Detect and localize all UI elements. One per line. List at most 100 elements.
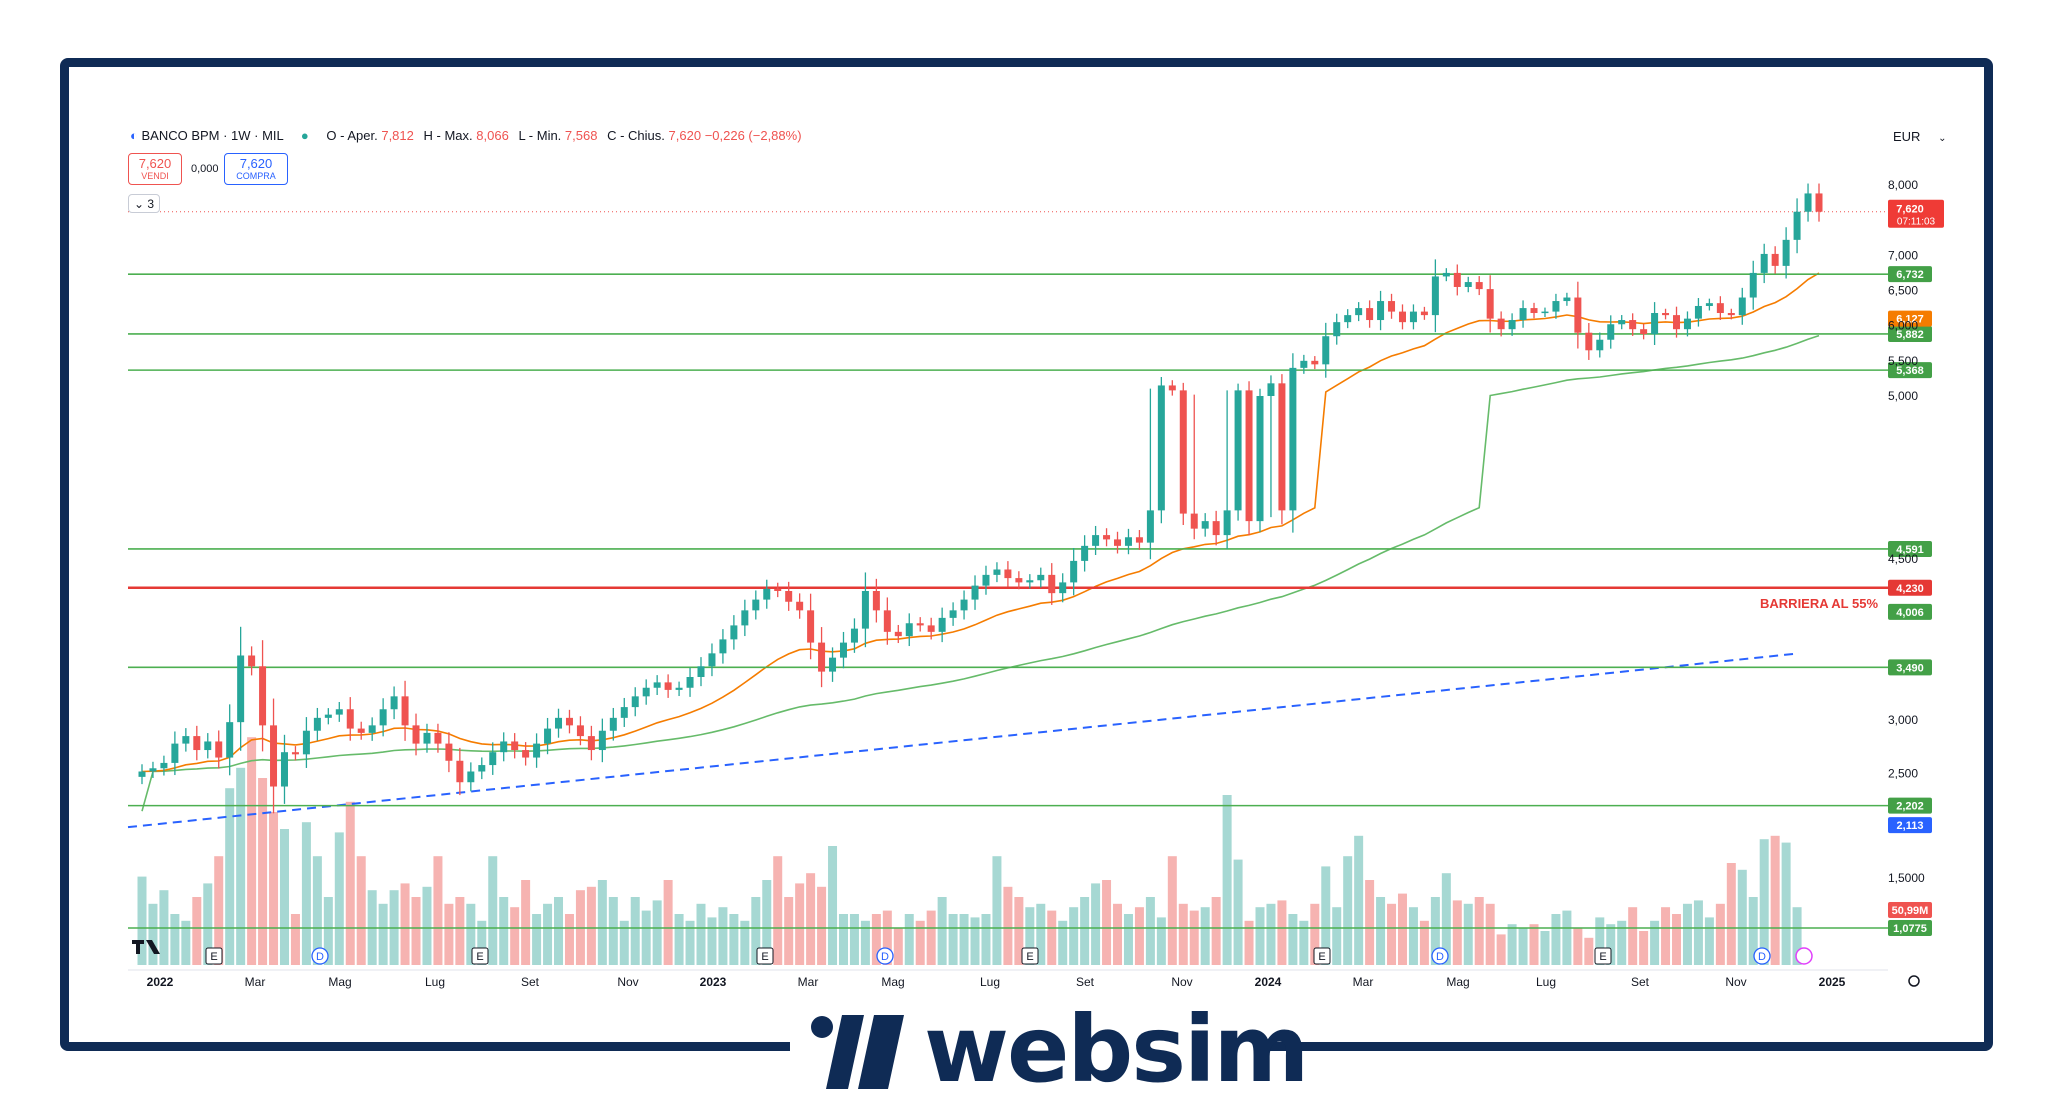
candle-body[interactable]	[1300, 360, 1308, 368]
flash-icon[interactable]	[1795, 947, 1813, 965]
candle-body[interactable]	[872, 591, 880, 611]
candle-body[interactable]	[905, 623, 913, 637]
candle-body[interactable]	[1607, 324, 1615, 340]
candle-body[interactable]	[1673, 315, 1681, 330]
candle-body[interactable]	[1453, 272, 1461, 287]
candle-body[interactable]	[1004, 569, 1012, 579]
candle-body[interactable]	[456, 760, 464, 783]
candle-body[interactable]	[576, 725, 584, 737]
candle-body[interactable]	[1552, 301, 1560, 312]
candle-body[interactable]	[1475, 282, 1483, 290]
candle-body[interactable]	[1662, 313, 1670, 316]
candle-body[interactable]	[818, 642, 826, 672]
candle-body[interactable]	[1760, 253, 1768, 273]
candle-body[interactable]	[1135, 537, 1143, 543]
candle-body[interactable]	[1267, 383, 1275, 396]
candle-body[interactable]	[829, 657, 837, 672]
candle-body[interactable]	[1420, 311, 1428, 316]
candle-body[interactable]	[1366, 308, 1374, 321]
candle-body[interactable]	[1629, 320, 1637, 330]
candle-body[interactable]	[807, 610, 815, 643]
candle-body[interactable]	[774, 588, 782, 591]
candle-body[interactable]	[1157, 385, 1165, 511]
buy-button[interactable]: 7,620 COMPRA	[224, 153, 288, 185]
candle-body[interactable]	[215, 741, 223, 758]
candle-body[interactable]	[1212, 521, 1220, 536]
candle-body[interactable]	[1190, 513, 1198, 529]
candle-body[interactable]	[1124, 537, 1132, 546]
candle-body[interactable]	[1738, 297, 1746, 316]
candle-body[interactable]	[193, 736, 201, 751]
candle-body[interactable]	[1442, 272, 1450, 277]
candle-body[interactable]	[1694, 305, 1702, 319]
candle-body[interactable]	[1355, 308, 1363, 316]
candle-body[interactable]	[324, 714, 332, 718]
candle-body[interactable]	[1497, 318, 1505, 330]
candle-body[interactable]	[1431, 276, 1439, 316]
candle-body[interactable]	[1508, 320, 1516, 330]
candle-body[interactable]	[555, 717, 563, 729]
candle-body[interactable]	[1245, 390, 1253, 522]
candle-body[interactable]	[1234, 390, 1242, 511]
candle-body[interactable]	[752, 599, 760, 611]
candle-body[interactable]	[1409, 311, 1417, 323]
candle-body[interactable]	[522, 750, 530, 758]
candle-body[interactable]	[1081, 545, 1089, 561]
candle-body[interactable]	[270, 725, 278, 787]
candle-body[interactable]	[675, 687, 683, 690]
candle-body[interactable]	[785, 591, 793, 602]
candle-body[interactable]	[938, 617, 946, 632]
earnings-marker[interactable]	[1313, 947, 1331, 965]
candle-body[interactable]	[960, 599, 968, 611]
candle-body[interactable]	[511, 741, 519, 751]
candle-body[interactable]	[302, 730, 310, 755]
candle-body[interactable]	[237, 655, 245, 723]
candle-body[interactable]	[741, 610, 749, 626]
candle-body[interactable]	[313, 717, 321, 731]
candle-body[interactable]	[346, 709, 354, 729]
candle-body[interactable]	[1015, 578, 1023, 583]
candle-body[interactable]	[259, 666, 267, 726]
candle-body[interactable]	[335, 709, 343, 715]
candle-body[interactable]	[883, 610, 891, 632]
candle-body[interactable]	[719, 639, 727, 654]
candle-body[interactable]	[1727, 313, 1735, 316]
candle-body[interactable]	[927, 625, 935, 632]
gear-icon[interactable]	[1908, 975, 1920, 987]
candle-body[interactable]	[434, 732, 442, 744]
candle-body[interactable]	[423, 732, 431, 744]
candle-body[interactable]	[620, 707, 628, 718]
candle-body[interactable]	[226, 722, 234, 758]
candle-body[interactable]	[796, 601, 804, 611]
candle-body[interactable]	[1092, 535, 1100, 546]
candle-body[interactable]	[1289, 367, 1297, 511]
candle-body[interactable]	[149, 768, 157, 772]
candle-body[interactable]	[1574, 297, 1582, 333]
symbol-legend[interactable]: ◐ BANCO BPM · 1W · MIL ● O - Aper. 7,812…	[130, 128, 802, 143]
candle-body[interactable]	[489, 752, 497, 766]
earnings-marker[interactable]	[1021, 947, 1039, 965]
earnings-marker[interactable]	[471, 947, 489, 965]
candle-body[interactable]	[686, 677, 694, 688]
candle-body[interactable]	[533, 743, 541, 758]
candle-body[interactable]	[1530, 308, 1538, 314]
candle-body[interactable]	[1322, 336, 1330, 365]
candle-body[interactable]	[1344, 315, 1352, 323]
candle-body[interactable]	[916, 623, 924, 626]
candle-body[interactable]	[1464, 282, 1472, 287]
candle-body[interactable]	[467, 771, 475, 783]
candle-body[interactable]	[1048, 574, 1056, 594]
candle-body[interactable]	[1563, 297, 1571, 302]
dividend-marker[interactable]	[311, 947, 329, 965]
candle-body[interactable]	[1179, 390, 1187, 514]
candle-body[interactable]	[763, 588, 771, 600]
candle-body[interactable]	[390, 696, 398, 710]
candle-body[interactable]	[171, 743, 179, 763]
candle-body[interactable]	[357, 728, 365, 733]
candle-body[interactable]	[412, 725, 420, 744]
candle-body[interactable]	[993, 569, 1001, 575]
candle-body[interactable]	[708, 653, 716, 667]
candle-body[interactable]	[1771, 253, 1779, 266]
